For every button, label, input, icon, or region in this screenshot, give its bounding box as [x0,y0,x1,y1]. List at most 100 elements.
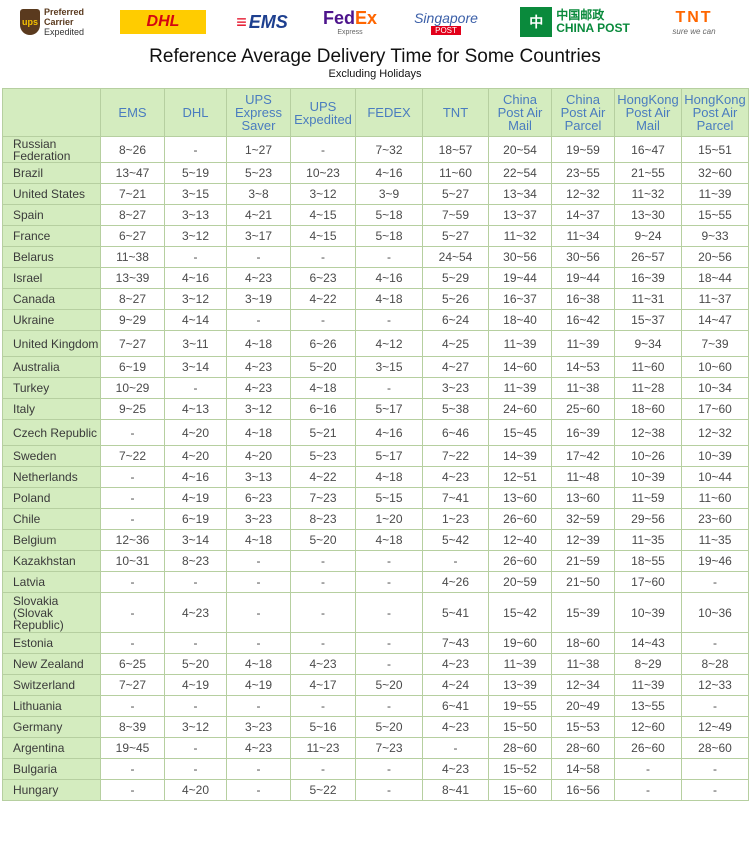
column-header: TNT [422,88,489,137]
time-cell: 15~53 [551,716,615,738]
time-cell: - [290,571,356,593]
time-cell: 3~15 [164,183,227,205]
time-cell: 10~23 [290,162,356,184]
time-cell: 21~55 [614,162,682,184]
time-cell: - [100,695,165,717]
time-cell: 11~35 [614,529,682,551]
time-cell: 3~12 [164,288,227,310]
time-cell: 21~50 [551,571,615,593]
time-cell: 5~27 [422,225,489,247]
time-cell: - [290,550,356,572]
time-cell: 3~9 [355,183,423,205]
time-cell: - [681,571,749,593]
time-cell: - [681,779,749,801]
time-cell: - [355,779,423,801]
time-cell: 4~23 [422,758,489,780]
time-cell: 6~19 [100,356,165,378]
country-cell: France [2,225,101,247]
table-row: Russian Federation 8~26-1~27-7~32 18~57 20~… [2,136,749,163]
time-cell: 19~60 [488,632,552,654]
time-cell: 7~23 [290,487,356,509]
time-cell: 14~53 [551,356,615,378]
country-cell: Argentina [2,737,101,759]
time-cell: 32~59 [551,508,615,530]
country-cell: Germany [2,716,101,738]
time-cell: - [164,758,227,780]
time-cell: 11~31 [614,288,682,310]
time-cell: 9~33 [681,225,749,247]
time-cell: 15~37 [614,309,682,331]
table-row: Kazakhstan 10~31 8~23- - - -26~60 21~59 18~55 19… [2,550,749,572]
singapore-name: Singapore [414,9,478,26]
time-cell: 8~23 [164,550,227,572]
time-cell: 22~54 [488,162,552,184]
time-cell: 7~23 [355,737,423,759]
country-cell: Sweden [2,445,101,467]
time-cell: 3~14 [164,529,227,551]
time-cell: 1~27 [226,136,291,163]
time-cell: 4~16 [164,267,227,289]
time-cell: - [164,246,227,268]
time-cell: 24~60 [488,398,552,420]
time-cell: 4~20 [164,779,227,801]
country-cell: United Kingdom [2,330,101,357]
time-cell: 5~20 [164,653,227,675]
column-header: UPS Expedited [290,88,356,137]
time-cell: 13~34 [488,183,552,205]
column-header: HongKong Post Air Mail [614,88,682,137]
table-row: Latvia - - - - -4~26 20~59 21~50 17~60- [2,571,749,593]
country-cell: Bulgaria [2,758,101,780]
time-cell: 4~15 [290,225,356,247]
country-cell: Lithuania [2,695,101,717]
time-cell: 7~22 [422,445,489,467]
time-cell: 20~59 [488,571,552,593]
time-cell: 12~34 [551,674,615,696]
time-cell: - [100,487,165,509]
time-cell: 15~60 [488,779,552,801]
time-cell: 3~12 [164,225,227,247]
time-cell: 12~32 [551,183,615,205]
time-cell: 13~47 [100,162,165,184]
time-cell: 5~26 [422,288,489,310]
time-cell: 11~39 [488,330,552,357]
time-cell: 11~60 [614,356,682,378]
time-cell: 7~43 [422,632,489,654]
time-cell: 13~55 [614,695,682,717]
country-cell: Israel [2,267,101,289]
time-cell: 13~30 [614,204,682,226]
time-cell: - [290,136,356,163]
time-cell: 5~19 [164,162,227,184]
time-cell: 15~39 [551,592,615,633]
time-cell: 32~60 [681,162,749,184]
time-cell: 19~44 [488,267,552,289]
time-cell: 4~16 [355,162,423,184]
country-cell: Russian Federation [2,136,101,163]
time-cell: - [100,632,165,654]
time-cell: 10~39 [681,445,749,467]
time-cell: 11~60 [681,487,749,509]
time-cell: 18~60 [551,632,615,654]
time-cell: - [355,695,423,717]
time-cell: 18~55 [614,550,682,572]
time-cell: 17~60 [614,571,682,593]
time-cell: - [681,632,749,654]
time-cell: 13~39 [100,267,165,289]
time-cell: 5~27 [422,183,489,205]
table-row: United Kingdom 7~27 3~11 4~18 6~26 4~12 4~25 11… [2,330,749,357]
time-cell: - [614,779,682,801]
time-cell: 8~28 [681,653,749,675]
time-cell: 3~15 [355,356,423,378]
time-cell: - [355,592,423,633]
ups-logo: ups Preferred Carrier Expedited [4,2,100,42]
time-cell: 11~39 [551,330,615,357]
time-cell: 5~21 [290,419,356,446]
time-cell: 11~32 [614,183,682,205]
time-cell: 11~39 [488,377,552,399]
time-cell: 4~12 [355,330,423,357]
time-cell: 15~50 [488,716,552,738]
time-cell: 6~41 [422,695,489,717]
time-cell: 4~18 [226,419,291,446]
column-header: DHL [164,88,227,137]
time-cell: 3~23 [226,508,291,530]
time-cell: 5~18 [355,225,423,247]
